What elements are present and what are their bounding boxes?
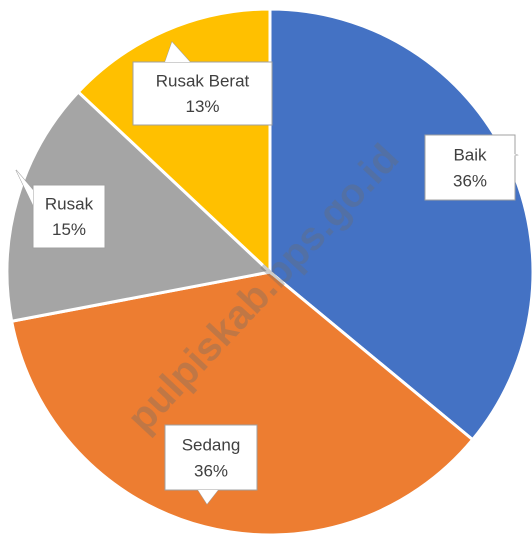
value-label: 36%: [194, 461, 228, 480]
value-label: 36%: [453, 171, 487, 190]
callout-box: [424, 134, 516, 201]
callout-box: [32, 184, 106, 249]
labels: Baik 36% Sedang 36% Rusak 15% Rusak Berat 13%: [15, 41, 519, 505]
value-label: 15%: [52, 220, 86, 239]
callout-box: [132, 61, 273, 126]
slice: [5, 89, 274, 324]
pie: [5, 7, 532, 534]
category-label: Rusak Berat: [156, 72, 250, 91]
slice: [9, 270, 475, 534]
value-label: 13%: [185, 97, 219, 116]
category-label: Baik: [453, 145, 487, 164]
callout-joint: [16, 170, 33, 205]
callout-joint: [198, 490, 218, 504]
callout-box: [164, 424, 258, 491]
category-label: Rusak: [45, 195, 94, 214]
callout-joint: [490, 145, 517, 160]
callout-joint: [165, 42, 190, 62]
category-label: Sedang: [182, 435, 241, 454]
